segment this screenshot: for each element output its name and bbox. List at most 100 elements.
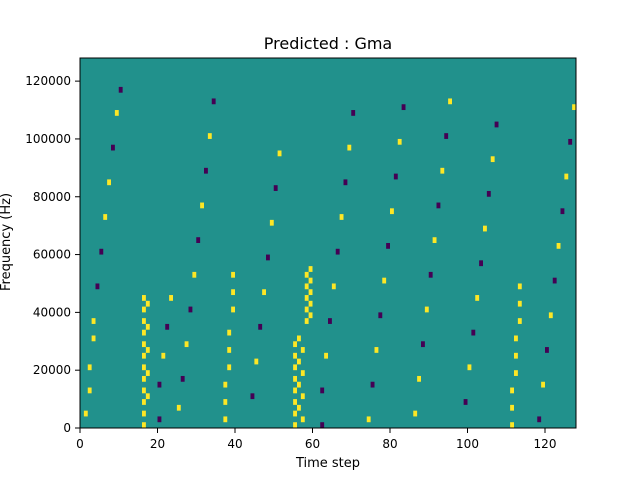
heatmap-cell [370, 381, 375, 388]
heatmap-cell [293, 364, 297, 371]
heatmap-cell [87, 387, 92, 394]
x-tick-label: 120 [534, 437, 557, 451]
y-tick-label: 120000 [25, 74, 71, 88]
heatmap-cell [424, 306, 429, 313]
y-tick-label: 80000 [33, 190, 71, 204]
x-tick-label: 80 [382, 437, 397, 451]
heatmap-cell [269, 219, 274, 226]
heatmap-cell [165, 323, 170, 330]
heatmap-cell [293, 341, 297, 348]
x-tick-label: 60 [305, 437, 320, 451]
heatmap-cell [262, 289, 266, 296]
heatmap-cell [176, 404, 181, 411]
heatmap-cell [223, 399, 228, 405]
heatmap-cell [99, 248, 104, 255]
heatmap-cell [207, 133, 212, 139]
heatmap-cell [196, 237, 201, 243]
heatmap-cell [250, 393, 255, 400]
heatmap-cell [517, 318, 522, 324]
heatmap-cell [145, 347, 150, 353]
heatmap-cell [552, 277, 557, 284]
heatmap-cell [192, 271, 197, 278]
heatmap-cell [401, 104, 406, 111]
heatmap-cell [211, 98, 216, 105]
heatmap-cell [486, 190, 491, 197]
heatmap-cell [479, 260, 483, 267]
y-tick-label: 0 [63, 421, 71, 435]
heatmap-cell [300, 416, 305, 423]
heatmap-cell [87, 364, 92, 371]
y-tick-label: 60000 [33, 248, 71, 262]
x-axis-label: Time step [295, 456, 360, 471]
heatmap-cell [142, 329, 146, 336]
heatmap-cell [339, 214, 344, 220]
heatmap-cell [142, 364, 146, 371]
heatmap-cell [204, 167, 208, 174]
heatmap-cell [145, 370, 150, 376]
heatmap-cell [293, 375, 297, 382]
heatmap-cell [475, 295, 480, 301]
heatmap-cell [374, 347, 379, 353]
heatmap-cell [467, 364, 472, 371]
heatmap-cell [436, 202, 441, 209]
heatmap-cell [335, 248, 340, 255]
heatmap-cell [254, 358, 259, 365]
heatmap-cell [111, 144, 115, 151]
heatmap-cell [331, 283, 336, 290]
heatmap-cell [308, 289, 313, 296]
heatmap-cell [545, 347, 549, 353]
heatmap-cell [541, 381, 545, 388]
x-tick-label: 0 [76, 437, 84, 451]
heatmap-cell [157, 416, 162, 423]
heatmap-cell [490, 156, 495, 163]
heatmap-cell [556, 243, 561, 249]
y-axis-label: Frequency (Hz) [0, 193, 14, 291]
plot-area: 0 20 40 60 80 100 120 0 20000 40000 60000 80000 1000… [25, 57, 577, 451]
heatmap-cell [273, 185, 278, 191]
heatmap-cell [145, 300, 150, 307]
heatmap-cell [393, 173, 398, 180]
heatmap-cell [308, 300, 313, 307]
heatmap-cell [444, 133, 449, 139]
heatmap-cell [428, 271, 433, 278]
heatmap-background [80, 58, 576, 428]
heatmap-cell [293, 410, 297, 417]
heatmap-cell [440, 167, 445, 174]
heatmap-cell [304, 306, 309, 313]
heatmap-cell [432, 237, 437, 243]
heatmap-cell [366, 416, 371, 423]
heatmap-cell [471, 329, 476, 336]
y-tick-label: 40000 [33, 305, 71, 319]
heatmap-cell [308, 277, 313, 284]
heatmap-cell [417, 375, 421, 382]
heatmap-cell [514, 352, 518, 359]
heatmap-cell [548, 312, 553, 319]
heatmap-cell [91, 335, 96, 342]
heatmap-cell [293, 352, 297, 359]
heatmap-cell [463, 399, 468, 405]
heatmap-cell [142, 399, 146, 405]
heatmap-cell [200, 202, 204, 209]
y-tick-label: 100000 [25, 132, 71, 146]
heatmap-cell [564, 173, 569, 180]
heatmap-cell [118, 86, 123, 93]
heatmap-cell [231, 289, 235, 296]
heatmap-cell [510, 404, 514, 411]
heatmap-cell [142, 352, 146, 359]
heatmap-cells [83, 86, 576, 428]
heatmap-cell [494, 121, 499, 128]
heatmap-cell [304, 271, 309, 278]
heatmap-cell [328, 318, 332, 324]
plot-frame [79, 57, 577, 429]
heatmap-cell [142, 306, 146, 313]
heatmap-cell [297, 335, 301, 342]
heatmap-cell [308, 266, 313, 272]
heatmap-cell [107, 179, 111, 186]
heatmap-cell [510, 387, 514, 394]
heatmap-cell [142, 375, 146, 382]
heatmap-cell [537, 416, 542, 423]
heatmap-cell [517, 300, 522, 307]
heatmap-cell [510, 422, 514, 428]
heatmap-cell [300, 370, 305, 376]
